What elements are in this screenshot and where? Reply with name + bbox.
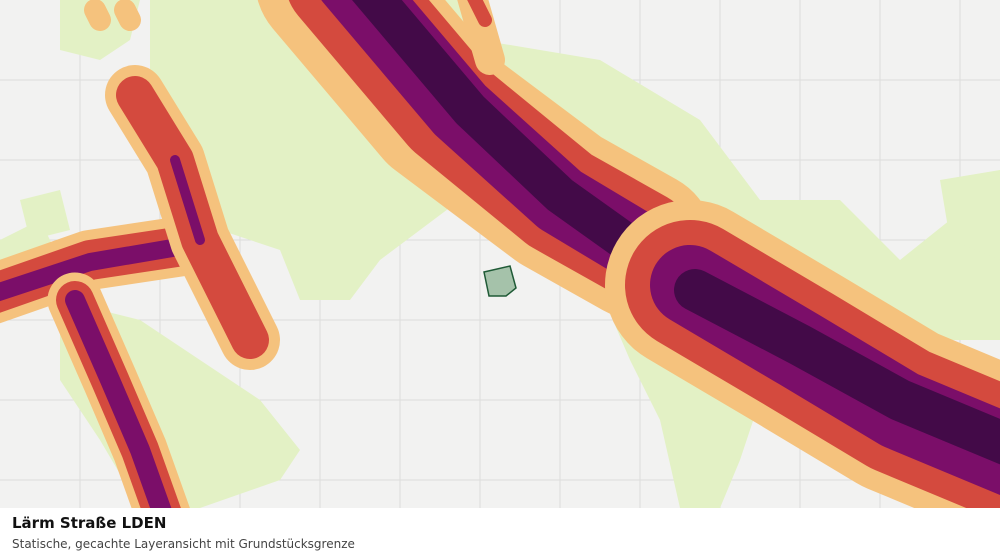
- noise-bands: [0, 0, 1000, 508]
- noise-map: [0, 0, 1000, 508]
- caption-bar: Lärm Straße LDEN Statische, gecachte Lay…: [0, 508, 1000, 560]
- map-subtitle: Statische, gecachte Layeransicht mit Gru…: [12, 537, 355, 551]
- map-title: Lärm Straße LDEN: [12, 514, 167, 532]
- parcel-boundary[interactable]: [483, 265, 517, 297]
